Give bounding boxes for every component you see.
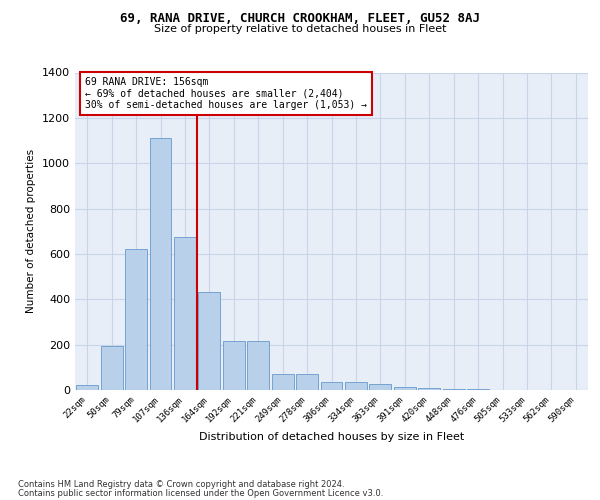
Text: Contains public sector information licensed under the Open Government Licence v3: Contains public sector information licen… [18,488,383,498]
Bar [370,384,391,390]
Text: Size of property relative to detached houses in Fleet: Size of property relative to detached ho… [154,24,446,34]
Text: 69, RANA DRIVE, CHURCH CROOKHAM, FLEET, GU52 8AJ: 69, RANA DRIVE, CHURCH CROOKHAM, FLEET, … [120,12,480,26]
Bar [296,374,318,390]
X-axis label: Distribution of detached houses by size in Fleet: Distribution of detached houses by size … [199,432,464,442]
Bar [149,138,172,390]
Text: 69 RANA DRIVE: 156sqm
← 69% of detached houses are smaller (2,404)
30% of semi-d: 69 RANA DRIVE: 156sqm ← 69% of detached … [85,78,367,110]
Bar [101,346,122,390]
Bar [199,292,220,390]
Bar [320,382,343,390]
Bar [443,389,464,390]
Bar [247,341,269,390]
Bar [418,388,440,390]
Bar [76,386,98,390]
Y-axis label: Number of detached properties: Number of detached properties [26,149,37,314]
Bar [345,382,367,390]
Bar [174,237,196,390]
Bar [125,250,147,390]
Text: Contains HM Land Registry data © Crown copyright and database right 2024.: Contains HM Land Registry data © Crown c… [18,480,344,489]
Bar [272,374,293,390]
Bar [223,341,245,390]
Bar [394,386,416,390]
